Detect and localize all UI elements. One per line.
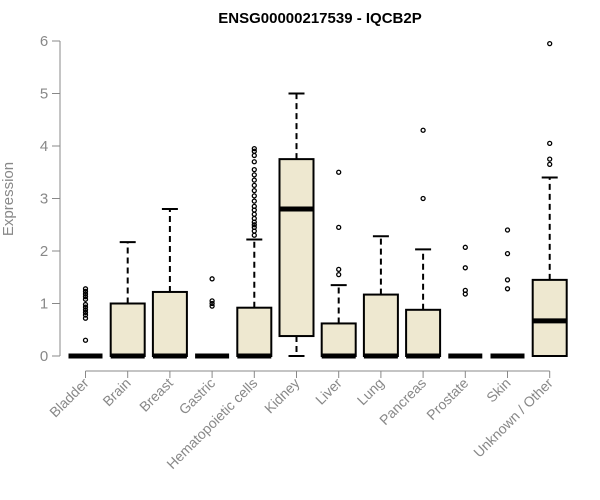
y-tick-label: 2 [40,243,48,260]
outlier-point [82,315,89,321]
outlier-point [462,265,468,271]
outlier-point [504,286,511,292]
y-tick-label: 5 [40,86,48,103]
outlier-point [251,159,257,165]
y-tick-label: 0 [40,348,48,365]
y-tick-label: 3 [40,191,48,208]
iqr-box [320,322,357,358]
outlier-point [251,152,257,159]
outlier-point [251,203,257,210]
outlier-point [82,337,89,343]
x-tick-label: Kidney [261,375,303,417]
outlier-point [251,177,257,183]
outlier-point [82,291,89,297]
outlier-point [336,224,342,231]
chart-title: ENSG00000217539 - IQCB2P [218,10,421,27]
outlier-point [209,298,215,304]
box-liver [320,169,357,359]
box-breast [151,208,188,359]
outlier-point [209,276,215,282]
outlier-point [547,140,553,147]
x-tick-label: Unknown / Other [470,375,556,461]
box-hematopoietic-cells [236,145,273,359]
outlier-point [504,227,511,233]
outlier-point [82,304,89,310]
outlier-point [336,266,342,273]
outlier-point [82,288,89,295]
box-lung [362,235,399,359]
outlier-point [336,271,342,278]
box-pancreas [405,127,442,359]
y-axis: 0 1 2 3 4 5 6 [40,33,61,365]
box-kidney [278,92,315,357]
iqr-box [362,293,399,358]
x-tick-label: Prostate [423,375,471,423]
boxes [68,40,568,359]
outlier-point [251,148,257,154]
iqr-box [109,302,146,357]
iqr-box [531,278,568,357]
box-unknown-other [531,40,568,357]
x-tick-label: Bladder [46,375,92,421]
outlier-point [82,286,89,292]
y-tick-label: 4 [40,138,48,155]
iqr-box [405,308,442,357]
box-bladder [68,286,103,359]
box-gastric [195,276,230,359]
outlier-point [462,244,468,250]
outlier-point [82,312,89,318]
outlier-point [462,287,468,294]
outlier-point [209,300,215,307]
outlier-point [251,215,257,222]
outlier-point [251,172,257,178]
iqr-box [278,158,315,338]
x-tick-label: Skin [483,375,514,406]
x-tick-label: Liver [312,375,345,408]
x-tick-label: Brain [99,375,133,409]
outlier-point [251,166,257,173]
outlier-point [251,222,257,228]
y-axis-label: Expression [0,162,17,236]
outlier-point [504,250,511,257]
outlier-point [547,161,553,168]
outlier-point [420,127,426,133]
outlier-point [251,187,257,194]
box-skin [490,227,525,359]
outlier-point [251,182,257,189]
x-tick-label: Pancreas [376,375,429,428]
outlier-point [251,193,257,199]
outlier-point [251,232,257,238]
iqr-box [236,306,273,358]
outlier-point [251,211,257,217]
y-tick-label: 6 [40,33,48,50]
outlier-point [82,307,89,313]
outlier-point [336,169,342,175]
x-tick-label: Breast [136,375,176,415]
y-tick-label: 1 [40,296,48,313]
outlier-point [251,145,257,152]
outlier-point [547,40,553,47]
outlier-point [251,198,257,204]
outlier-point [82,294,89,300]
box-brain [109,241,146,359]
outlier-point [420,195,426,202]
outlier-point [82,309,89,316]
outlier-point [251,224,257,231]
box-prostate [448,244,483,359]
outlier-point [209,303,215,309]
outlier-point [504,277,511,283]
x-tick-label: Lung [354,375,387,408]
outlier-point [82,296,89,302]
iqr-box [151,290,188,358]
outlier-point [547,156,553,162]
outlier-point [82,301,89,308]
